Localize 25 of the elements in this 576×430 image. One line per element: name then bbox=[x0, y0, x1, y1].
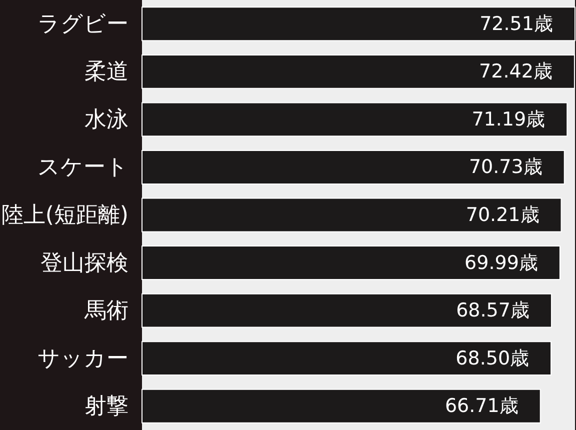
data-label: 71.19歳 bbox=[472, 108, 546, 130]
y-tick-label: 陸上(短距離) bbox=[1, 203, 128, 228]
bar bbox=[142, 102, 568, 137]
y-tick-label: 水泳 bbox=[84, 107, 128, 132]
y-tick-label: 登山探検 bbox=[40, 250, 128, 276]
y-tick-label: 射撃 bbox=[84, 394, 128, 420]
y-tick-label: サッカー bbox=[38, 346, 128, 372]
bar bbox=[142, 293, 552, 328]
data-label: 68.57歳 bbox=[456, 300, 530, 322]
data-label: 72.42歳 bbox=[479, 60, 552, 83]
bar bbox=[142, 150, 565, 184]
data-label: 69.99歳 bbox=[464, 252, 538, 274]
y-tick-label: 馬術 bbox=[84, 298, 128, 324]
data-label: 68.50歳 bbox=[456, 347, 530, 370]
bar bbox=[142, 341, 552, 376]
data-label: 72.51歳 bbox=[480, 12, 553, 35]
bar bbox=[142, 388, 541, 424]
y-tick-label: スケート bbox=[38, 155, 128, 180]
data-label: 70.73歳 bbox=[468, 156, 542, 178]
bar bbox=[142, 198, 562, 232]
y-tick-label: 柔道 bbox=[84, 60, 128, 85]
data-label: 70.21歳 bbox=[466, 204, 540, 226]
y-tick-label: ラグビー bbox=[38, 12, 128, 37]
bar bbox=[142, 246, 560, 280]
data-label: 66.71歳 bbox=[444, 395, 518, 418]
